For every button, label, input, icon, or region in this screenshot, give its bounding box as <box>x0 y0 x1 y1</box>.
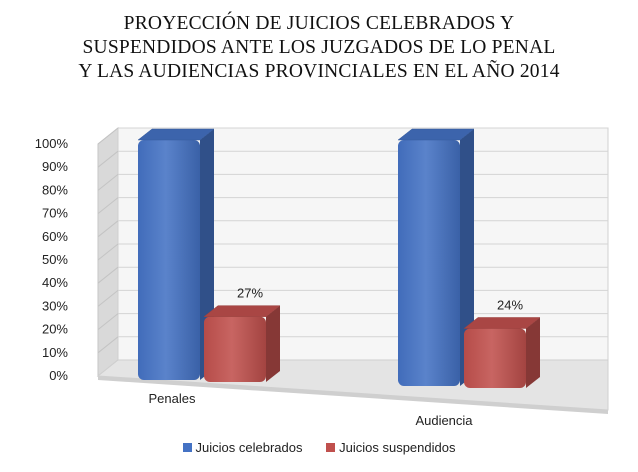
y-tick-label: 60% <box>42 229 68 244</box>
bar <box>204 316 266 382</box>
bar-side <box>266 305 280 382</box>
chart-title-line: PROYECCIÓN DE JUICIOS CELEBRADOS Y <box>123 13 515 34</box>
gridline-side <box>97 336 119 354</box>
data-label: 27% <box>237 286 263 301</box>
gridline-side <box>97 174 119 191</box>
y-tick-label: 0% <box>49 368 68 383</box>
floor-edge <box>98 376 608 414</box>
chart-title-line: Y LAS AUDIENCIAS PROVINCIALES EN EL AÑO … <box>78 61 560 82</box>
chart-title: PROYECCIÓN DE JUICIOS CELEBRADOS Y SUSPE… <box>0 12 638 84</box>
bar-top <box>203 305 281 317</box>
gridline-side <box>97 313 119 330</box>
bar-top <box>463 317 541 329</box>
bar <box>464 328 526 388</box>
gridline-side <box>97 150 119 168</box>
gridline-side <box>97 243 119 261</box>
gridline-side <box>97 266 119 284</box>
y-tick-label: 50% <box>42 252 68 267</box>
x-category-label: Penales <box>149 391 196 406</box>
gridline-side <box>97 197 119 214</box>
legend-label-suspendidos: Juicios suspendidos <box>339 440 456 455</box>
bar-side <box>526 317 540 388</box>
legend-swatch-celebrados <box>182 443 192 452</box>
y-tick-label: 70% <box>42 206 68 221</box>
x-category-label: Audiencia <box>415 413 473 428</box>
y-tick-label: 80% <box>42 182 68 197</box>
bar-top <box>137 128 215 141</box>
y-tick-label: 90% <box>42 159 68 174</box>
bar <box>398 140 460 386</box>
y-tick-label: 40% <box>42 275 68 290</box>
legend-item-celebrados: Juicios celebrados <box>182 440 303 455</box>
gridline-side <box>97 290 119 307</box>
bar <box>138 140 200 380</box>
chart-legend: Juicios celebrados Juicios suspendidos <box>0 440 638 455</box>
y-tick-label: 20% <box>42 322 68 337</box>
y-tick-label: 10% <box>42 345 68 360</box>
legend-label-celebrados: Juicios celebrados <box>195 440 303 455</box>
gridline-side <box>97 220 119 238</box>
legend-swatch-suspendidos <box>326 443 336 452</box>
chart-title-line: SUSPENDIDOS ANTE LOS JUZGADOS DE LO PENA… <box>82 37 556 58</box>
data-label: 24% <box>497 297 523 312</box>
bar-top <box>397 128 475 141</box>
legend-item-suspendidos: Juicios suspendidos <box>326 440 455 455</box>
bar-side <box>460 129 474 386</box>
y-tick-label: 100% <box>35 136 69 151</box>
gridline-side <box>97 127 119 145</box>
y-tick-label: 30% <box>42 298 68 313</box>
